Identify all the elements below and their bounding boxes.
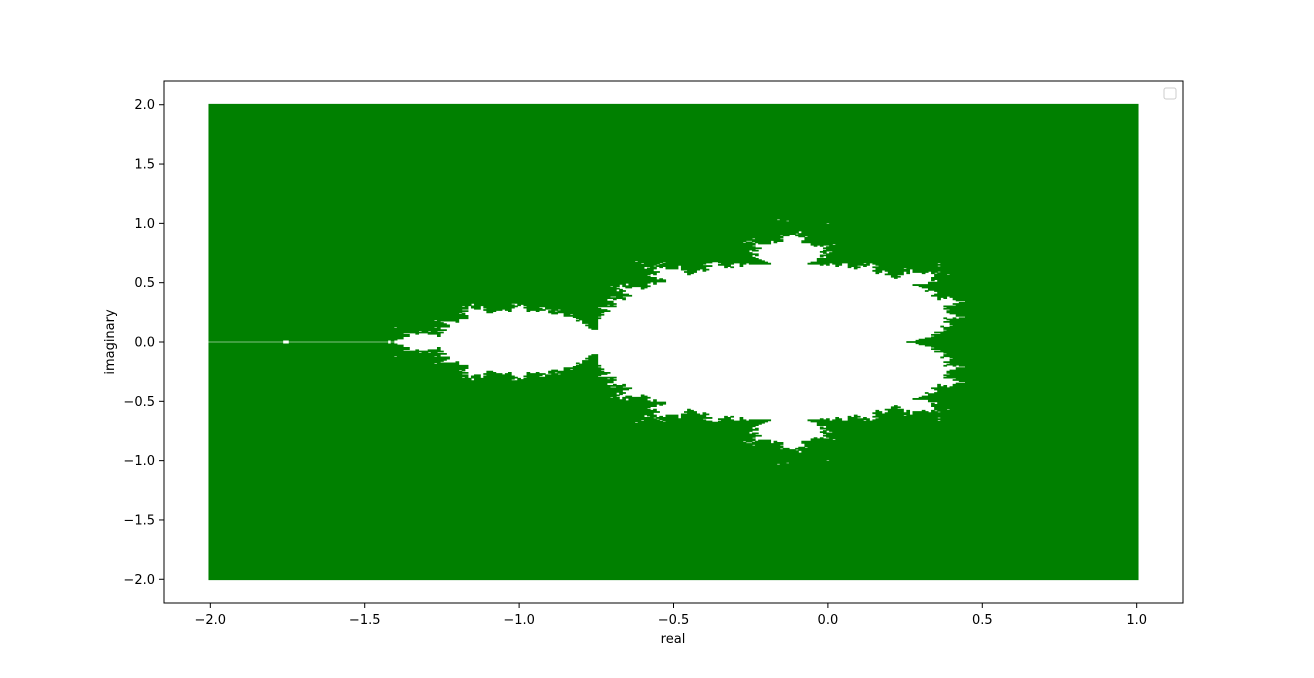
plot-area (208, 103, 1139, 581)
y-tick-label: 0.0 (134, 336, 155, 351)
y-tick-label: 1.0 (134, 217, 155, 232)
x-axis-label: real (661, 632, 686, 647)
x-tick-label: 0.0 (818, 613, 839, 628)
y-axis-label: imaginary (103, 309, 118, 375)
y-tick-label: −1.5 (123, 513, 155, 528)
y-tick-label: −0.5 (123, 395, 155, 410)
escaped-points-series (208, 103, 1139, 581)
x-tick-label: 1.0 (1126, 613, 1147, 628)
y-tick-label: 2.0 (134, 98, 155, 113)
y-tick-label: 1.5 (134, 158, 155, 173)
x-tick-label: 0.5 (972, 613, 993, 628)
y-tick-label: −1.0 (123, 454, 155, 469)
x-axis: −2.0 −1.5 −1.0 −0.5 0.0 0.5 1.0 (195, 603, 1147, 628)
y-tick-label: −2.0 (123, 573, 155, 588)
x-tick-label: −0.5 (658, 613, 690, 628)
escaped-point-markers (208, 103, 1139, 581)
x-tick-label: −1.5 (349, 613, 381, 628)
y-tick-label: 0.5 (134, 276, 155, 291)
x-tick-label: −2.0 (195, 613, 227, 628)
legend-box (1163, 87, 1177, 100)
x-tick-label: −1.0 (503, 613, 535, 628)
y-axis: −2.0 −1.5 −1.0 −0.5 0.0 0.5 1.0 1.5 2.0 (123, 98, 164, 588)
